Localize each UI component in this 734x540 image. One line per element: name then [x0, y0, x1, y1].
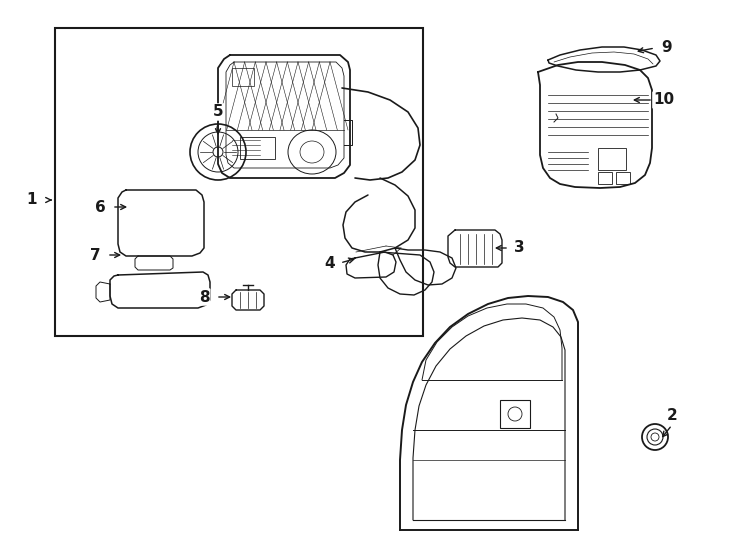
Text: 8: 8	[199, 289, 209, 305]
Text: 5: 5	[213, 105, 223, 119]
Text: 1: 1	[26, 192, 37, 207]
Text: 6: 6	[95, 199, 106, 214]
Bar	[55, 28, 423, 336]
Bar	[598, 172, 612, 184]
Text: 2: 2	[666, 408, 677, 422]
Bar	[598, 148, 626, 170]
Bar	[232, 68, 254, 86]
Text: 7: 7	[90, 247, 101, 262]
Bar	[240, 137, 275, 159]
Text: 3: 3	[514, 240, 524, 255]
Text: 9: 9	[661, 40, 672, 56]
Bar	[616, 172, 630, 184]
Text: 10: 10	[653, 92, 675, 107]
Text: 4: 4	[324, 255, 335, 271]
Bar	[500, 400, 530, 428]
